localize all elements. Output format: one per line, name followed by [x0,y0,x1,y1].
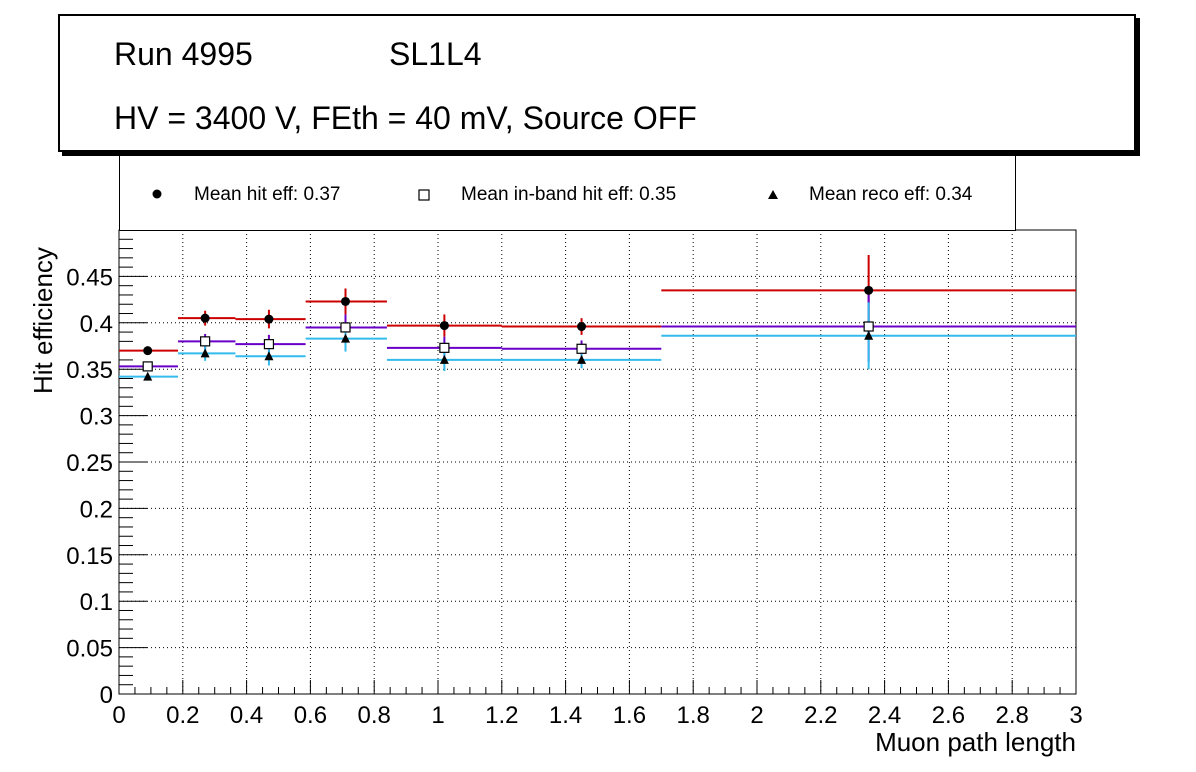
series-reco [119,302,1076,379]
legend-inband-label: Mean in-band hit eff: 0.35 [461,184,677,205]
run-conditions: HV = 3400 V, FEth = 40 mV, Source OFF [114,100,697,136]
y-tick-label: 0.15 [66,543,113,570]
x-tick-label: 1.6 [613,702,646,729]
x-tick-label: 3 [1069,702,1082,729]
legend: Mean hit eff: 0.37 Mean in-band hit eff:… [119,155,1016,231]
x-tick-label: 1.2 [485,702,518,729]
hit-marker [340,296,350,306]
x-tick-label: 2.6 [932,702,965,729]
y-tick-label: 0 [100,682,113,709]
inband-marker [863,321,874,332]
plot-frame [118,229,1077,695]
inband-marker [200,336,211,347]
y-tick-label: 0.1 [80,589,113,616]
inband-marker [263,339,275,350]
markers-reco [143,330,874,381]
y-tick-label: 0.4 [80,311,113,338]
y-tick-label: 0.35 [66,357,113,384]
inband-marker [576,343,587,354]
reco-marker [340,333,350,343]
reco-marker [439,354,449,364]
markers-inband [142,321,874,372]
hit-marker [264,314,274,324]
reco-marker [264,351,274,361]
markers-hit [143,285,874,356]
legend-inband-marker [418,189,430,201]
x-tick-label: 0.4 [230,702,263,729]
run-info-panel: Run 4995 SL1L4 HV = 3400 V, FEth = 40 mV… [58,14,1136,152]
grid-lines [119,230,1076,694]
y-tick-label: 0.2 [80,496,113,523]
reco-marker [577,354,587,364]
hit-marker [864,285,874,295]
hit-marker [439,321,449,331]
axis-ticks: 0 0.2 0.4 0.6 0.8 1 1.2 1.4 1.6 1.8 2 2.2 2.4 2.6 2.8 3… [66,238,1083,729]
y-tick-label: 0.25 [66,450,113,477]
y-axis-title: Hit efficiency [28,247,58,394]
hit-marker [200,313,210,323]
reco-marker [864,330,874,340]
inband-marker [142,361,153,372]
y-tick-label: 0.45 [66,264,113,291]
x-tick-label: 0 [112,702,125,729]
run-number: Run 4995 [114,36,253,72]
x-tick-label: 2 [750,702,763,729]
inband-marker [340,322,351,333]
hit-marker [577,322,587,332]
inband-marker [439,342,450,353]
legend-hit-label: Mean hit eff: 0.37 [194,184,341,205]
data-series [119,255,1076,381]
x-tick-label: 2.4 [868,702,901,729]
legend-hit-marker [152,189,162,199]
reco-marker [143,371,153,381]
x-tick-label: 1.4 [549,702,582,729]
x-tick-label: 2.8 [996,702,1029,729]
x-tick-label: 0.8 [358,702,391,729]
x-tick-label: 1 [431,702,444,729]
x-tick-label: 0.2 [166,702,199,729]
x-axis-title: Muon path length [875,727,1076,757]
x-tick-label: 0.6 [294,702,327,729]
y-tick-label: 0.3 [80,404,113,431]
series-hit [119,255,1076,353]
reco-marker [200,348,210,358]
x-tick-label: 1.8 [677,702,710,729]
layer-name: SL1L4 [389,36,482,72]
legend-reco-label: Mean reco eff: 0.34 [809,184,973,205]
hit-marker [143,346,153,356]
legend-reco-marker [768,190,778,199]
y-tick-label: 0.05 [66,636,113,663]
x-tick-label: 2.2 [804,702,837,729]
